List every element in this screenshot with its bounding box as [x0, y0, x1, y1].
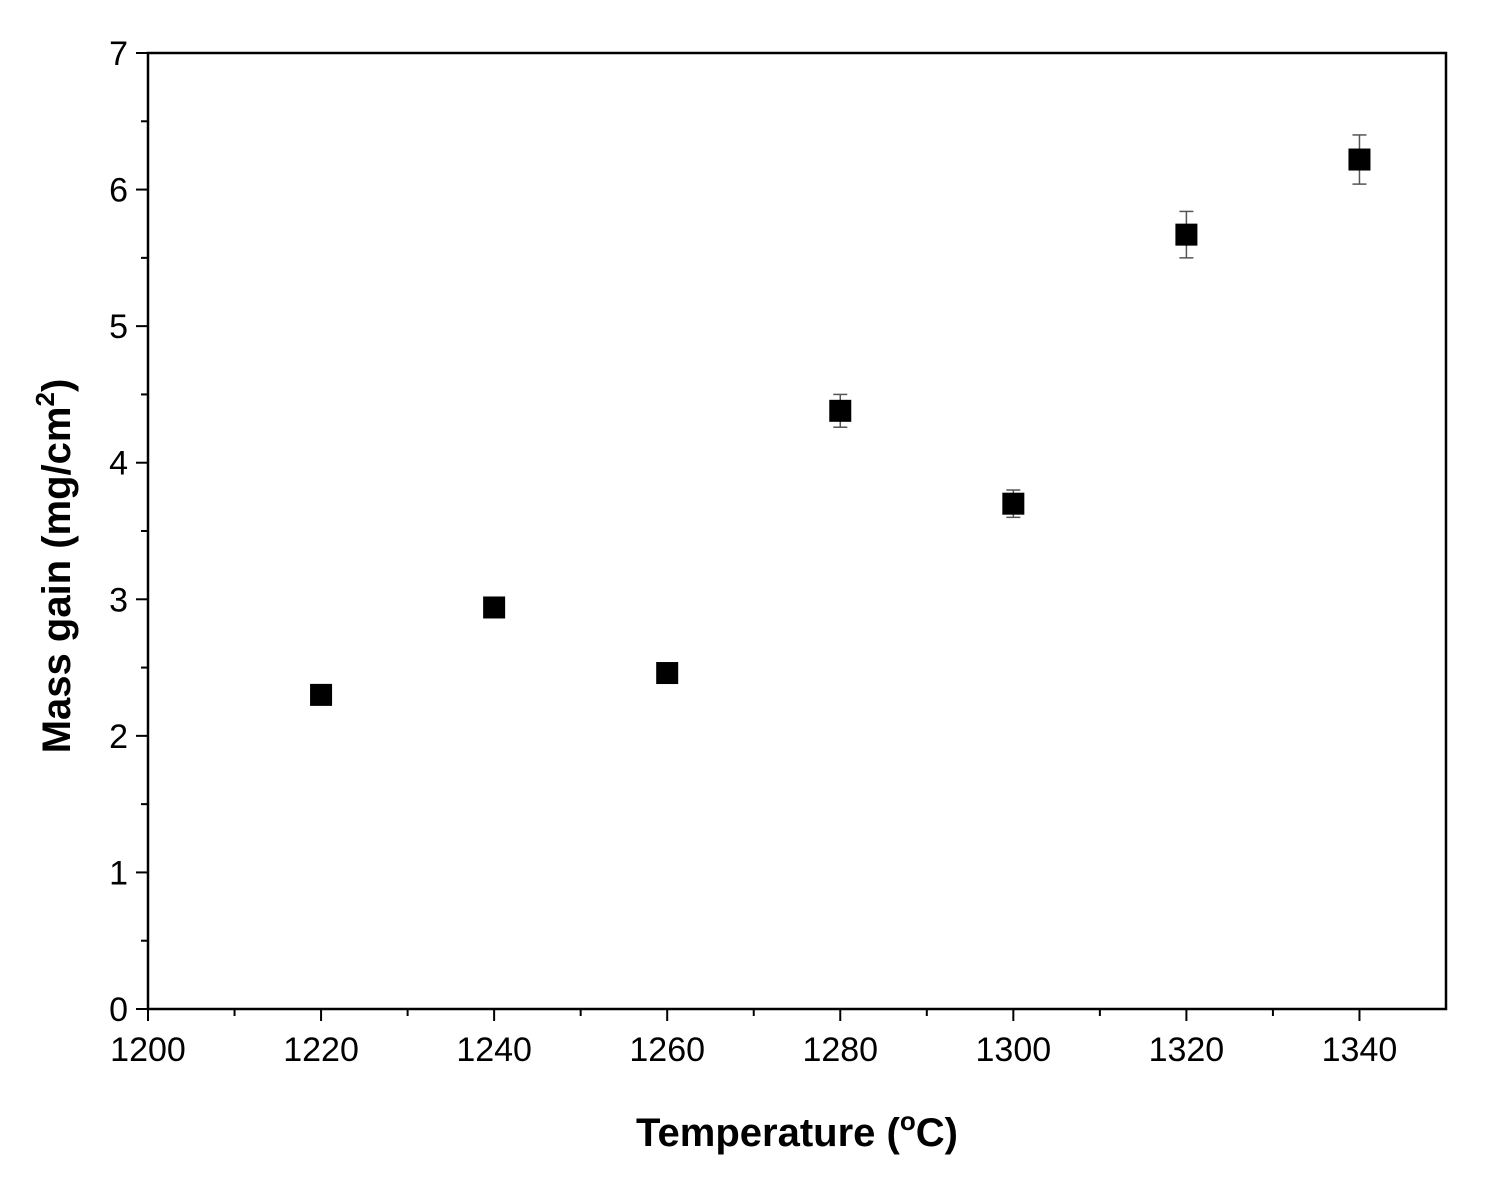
data-point — [483, 596, 506, 619]
x-tick-label: 1340 — [1322, 1031, 1398, 1069]
x-tick-label: 1220 — [283, 1031, 359, 1069]
x-tick-label: 1320 — [1149, 1031, 1225, 1069]
data-point — [310, 683, 333, 706]
x-tick-label: 1200 — [110, 1031, 186, 1069]
data-point — [829, 399, 852, 422]
y-tick-label: 6 — [109, 172, 128, 210]
y-axis-title: Mass gain (mg/cm2) — [30, 379, 79, 754]
x-axis-title: Temperature (oC) — [636, 1106, 958, 1155]
x-tick-label: 1240 — [456, 1031, 532, 1069]
y-tick-label: 4 — [109, 445, 128, 483]
y-tick-label: 5 — [109, 308, 128, 346]
data-point — [1348, 148, 1371, 171]
plot-frame — [146, 51, 1448, 1011]
data-point — [656, 662, 679, 685]
y-tick-label: 1 — [109, 854, 128, 892]
x-tick-label: 1280 — [802, 1031, 878, 1069]
data-point — [1175, 223, 1198, 246]
axis-tick-labels: 1200 1220 1240 1260 1280 1300 1320 1340 0 1 2 3 4 5 6 7 — [109, 35, 1397, 1069]
y-tick-label: 3 — [109, 581, 128, 619]
axis-ticks — [136, 52, 1361, 1021]
y-tick-label: 7 — [109, 35, 128, 73]
y-tick-label: 2 — [109, 718, 128, 756]
x-tick-label: 1300 — [976, 1031, 1052, 1069]
data-points — [310, 148, 1371, 706]
y-tick-label: 0 — [109, 991, 128, 1029]
x-tick-label: 1260 — [629, 1031, 705, 1069]
data-point — [1002, 492, 1025, 515]
